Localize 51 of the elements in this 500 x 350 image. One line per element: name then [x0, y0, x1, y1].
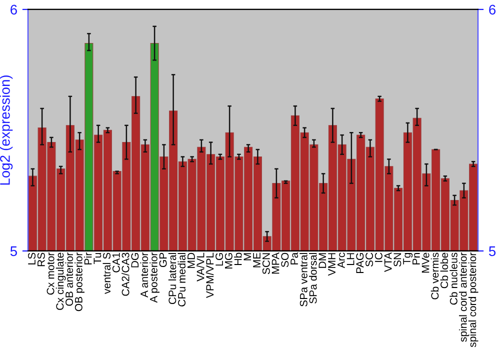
y2-tick-label: 6: [489, 4, 496, 15]
x-tick-label: SC: [366, 252, 374, 267]
x-tick-label: LS: [28, 252, 36, 264]
y2-tick-label: 5: [488, 246, 496, 256]
x-tick-label: A anterior: [140, 252, 148, 298]
x-tick-label: M: [244, 253, 252, 260]
x-tick-label: MG: [224, 253, 232, 268]
x-tick-label: OB posterior: [74, 252, 84, 312]
x-tick-label: GP: [159, 252, 167, 268]
x-tick-label: SO: [281, 252, 289, 268]
x-tick-label: Pa: [290, 252, 298, 264]
x-tick-label: spinal cord anterior: [459, 252, 469, 342]
x-tick-label: MD: [188, 252, 195, 268]
x-tick-label: Pir: [84, 252, 92, 264]
x-tick-label: LH: [346, 253, 354, 265]
x-tick-label: IC: [374, 252, 382, 262]
x-tick-label: Cx cingulate: [56, 252, 66, 310]
x-tick-label: Cx motor: [46, 252, 54, 295]
x-tick-label: SPa ventral: [300, 253, 308, 306]
x-tick-label: SPa dorsal: [309, 253, 317, 304]
x-tick-label: DM: [318, 253, 326, 268]
x-tick-label: ME: [253, 252, 260, 268]
x-tick-label: Pn: [412, 253, 420, 264]
x-tick-label: PAG: [356, 253, 364, 273]
x-tick-label: SN: [394, 253, 402, 267]
x-tick-label: MVe: [422, 252, 430, 273]
x-tick-label: CA2/CA3: [122, 252, 130, 296]
x-tick-label: A posterior: [150, 252, 160, 303]
x-tick-label: CA1: [112, 252, 120, 272]
x-tick-label: SCN: [262, 253, 270, 274]
x-tick-label: Cb lobe: [440, 252, 448, 288]
x-tick-label: Cb nucleus: [450, 252, 458, 305]
x-tick-label: DG: [131, 253, 139, 268]
y-axis-title: Log2 (expression): [0, 75, 13, 185]
x-tick-label: Cb vermis: [430, 252, 439, 300]
x-tick-label: RS: [37, 252, 45, 266]
x-tick-label: VMH: [328, 253, 336, 276]
x-tick-label: Tg: [403, 253, 413, 264]
x-tick-label: CPu medial: [178, 253, 186, 306]
x-tick-label: CPu lateral: [168, 253, 176, 304]
x-tick-label: Tu: [94, 253, 102, 264]
x-tick-label: LG: [216, 253, 224, 266]
x-tick-label: VA/VL: [196, 252, 204, 282]
x-tick-label: VTA: [384, 252, 392, 272]
x-tick-label: MPA: [272, 252, 280, 274]
x-tick-label: OB anterior: [65, 252, 74, 306]
x-tick-label: Hb: [234, 252, 242, 265]
x-tick-label: VPM/VPL: [206, 252, 214, 298]
x-tick-label: spinal cord posterior: [468, 252, 478, 348]
x-tick-label: Arc: [338, 252, 345, 268]
x-tick-label: ventral S: [102, 252, 111, 294]
